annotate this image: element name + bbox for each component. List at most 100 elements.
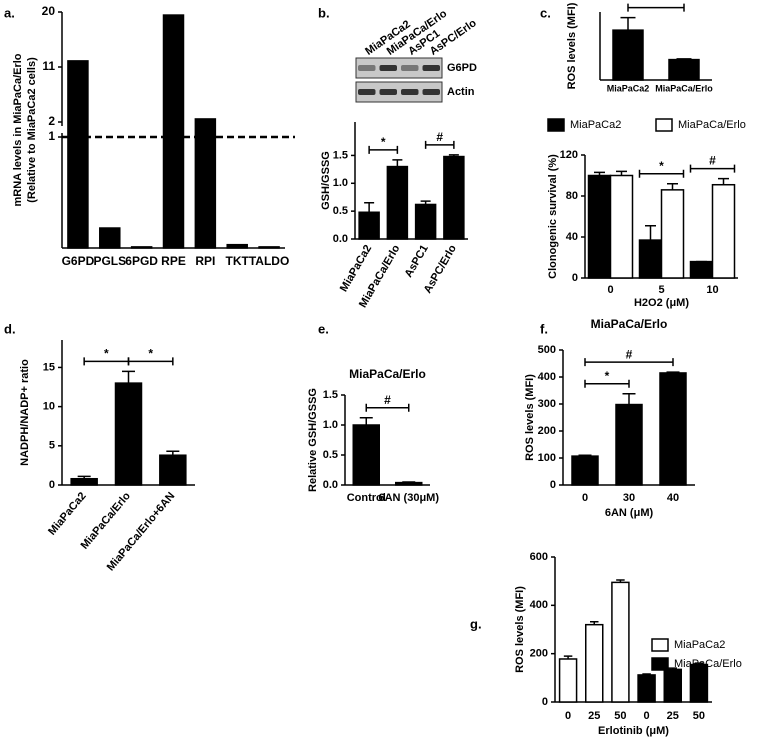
bar [114,382,143,486]
bar [587,174,612,279]
x-tick-label: MiaPaCa2 [607,83,650,93]
y-tick-label: 0 [572,272,578,284]
bar [609,174,634,279]
y-axis-label: NADPH/NADP+ ratio [19,359,31,466]
x-tick-label: 5 [658,284,664,296]
legend-swatch [547,118,565,132]
error-bar [77,475,91,479]
error-bar [590,621,599,625]
y-axis-label: mRNA levels in MiaPaCa/Erlo [12,53,24,206]
x-tick-label: 6AN (30μM) [378,492,439,504]
significance-label: * [659,159,664,173]
blot-band [422,65,440,71]
bar [194,118,217,249]
blot-band [379,89,397,95]
bar [414,203,437,240]
significance-bracket [584,358,674,367]
bar [159,454,187,486]
x-tick-label: 10 [706,284,718,296]
y-axis-label: Clonogenic survival (%) [547,154,559,279]
bar [162,14,185,249]
error-bar [718,177,729,185]
error-bar [364,202,375,213]
bar [615,403,643,486]
legend-label: MiaPaCa/Erlo [678,119,746,131]
y-tick-label: 120 [560,149,578,161]
y-tick-label: 1.5 [333,149,348,161]
y-axis-label: ROS levels (MFI) [566,2,578,89]
blot-frame [355,57,443,79]
x-tick-label: 25 [588,710,600,722]
bar [668,58,700,81]
bar [258,246,280,249]
bar [611,581,630,703]
y-tick-label: 200 [530,648,548,660]
bar [571,455,599,486]
y-tick-label: 1.5 [323,389,338,401]
y-tick-label: 40 [566,231,578,243]
y-tick-label: 1 [48,129,55,143]
y-tick-label: 0 [550,479,556,491]
error-bar [667,182,678,190]
chart-title: MiaPaCa/Erlo [591,317,668,331]
bar [443,155,465,240]
y-tick-label: 200 [538,425,556,437]
error-bar [676,58,692,60]
error-bar [616,579,625,583]
y-tick-label: 20 [42,4,56,18]
y-axis-label: (Relative to MiaPaCa2 cells) [26,57,38,203]
x-axis-label: 6AN (μM) [605,507,654,519]
significance-label: * [605,369,610,383]
x-tick-label: 50 [693,710,705,722]
significance-bracket [638,169,685,178]
y-axis-label: ROS levels (MFI) [514,586,526,673]
error-bar [420,200,431,205]
blot-band [358,89,376,95]
bar [660,189,685,279]
y-tick-label: 0 [542,696,548,708]
error-bar [359,417,373,425]
y-axis-label: GSH/GSSG [320,151,332,210]
bar [386,165,409,240]
y-axis-label: ROS levels (MFI) [524,374,536,461]
error-bar [666,371,680,373]
x-tick-label: 50 [614,710,626,722]
error-bar [616,170,627,176]
significance-bracket [689,164,736,173]
significance-bracket [584,379,630,388]
error-bar [392,159,403,167]
y-tick-label: 11 [42,59,55,73]
error-bar [622,392,636,405]
bar [612,29,644,81]
x-tick-label: 30 [623,492,635,504]
bar [663,668,682,703]
legend-swatch [655,118,673,132]
y-axis-label: Relative GSH/GSSG [307,388,319,492]
x-tick-label: PGLS [93,254,126,268]
error-bar [448,154,459,157]
x-tick-label: 0 [565,710,571,722]
x-tick-label: TKT [226,254,250,268]
y-tick-label: 300 [538,398,556,410]
x-tick-label: AsPC1 [403,243,431,280]
legend-label: MiaPaCa2 [674,639,725,651]
bar [558,658,578,703]
significance-bracket [365,403,410,412]
significance-bracket [627,3,685,12]
significance-label: * [654,0,659,7]
error-bar [122,370,135,384]
blot-band [401,65,419,71]
x-tick-label: 0 [582,492,588,504]
bar [637,674,656,703]
y-tick-label: 600 [530,551,548,563]
y-tick-label: 2 [48,114,55,128]
bar [226,243,248,249]
blot-label: Actin [447,86,475,98]
error-bar [620,16,636,31]
x-tick-label: MiaPaCa2 [46,490,89,538]
error-bar [594,171,605,176]
bar [70,477,98,486]
error-bar [563,655,573,659]
blot-band [422,89,440,95]
